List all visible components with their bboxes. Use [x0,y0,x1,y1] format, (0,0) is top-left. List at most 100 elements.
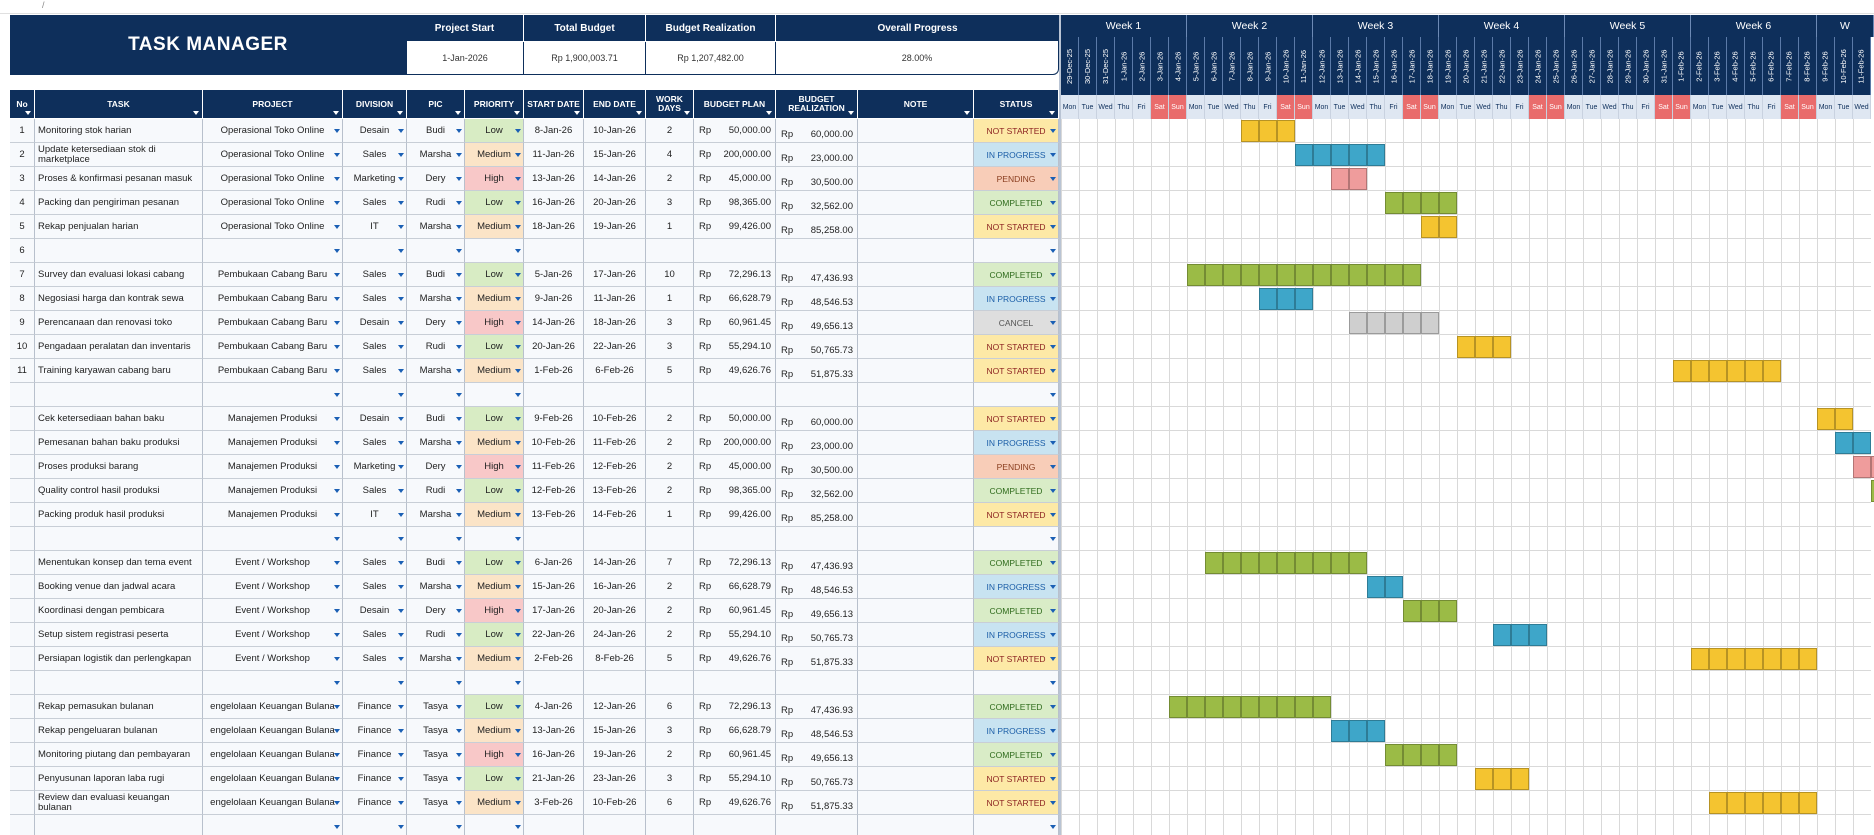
cell-note[interactable] [858,119,974,143]
cell-priority[interactable]: High [465,599,524,623]
cell-note[interactable] [858,743,974,767]
cell-task[interactable]: Setup sistem registrasi peserta [35,623,203,647]
cell-real[interactable]: Rp 23,000.00 [776,431,858,455]
cell-start[interactable] [524,527,584,551]
cell-no[interactable]: 3 [10,167,35,191]
cell-task[interactable]: Negosiasi harga dan kontrak sewa [35,287,203,311]
filter-arrow-icon[interactable] [684,111,690,115]
gantt-bar-cell[interactable] [1241,552,1259,574]
cell-end[interactable]: 23-Jan-26 [584,767,646,791]
gantt-bar-cell[interactable] [1493,336,1511,358]
header-task[interactable]: TASK [35,90,203,118]
cell-end[interactable]: 16-Jan-26 [584,575,646,599]
gantt-bar-cell[interactable] [1745,360,1763,382]
cell-days[interactable]: 3 [646,311,694,335]
cell-pic[interactable]: Marsha [407,575,465,599]
cell-end[interactable]: 20-Jan-26 [584,599,646,623]
cell-priority[interactable]: Medium [465,431,524,455]
cell-priority[interactable]: Low [465,623,524,647]
cell-status[interactable]: NOT STARTED [974,647,1059,671]
cell-days[interactable]: 2 [646,479,694,503]
cell-status[interactable]: IN PROGRESS [974,143,1059,167]
gantt-bar-cell[interactable] [1439,744,1457,766]
cell-plan[interactable]: Rp 55,294.10 [694,767,776,791]
gantt-bar-cell[interactable] [1367,144,1385,166]
cell-real[interactable]: Rp 30,500.00 [776,455,858,479]
cell-status[interactable]: COMPLETED [974,599,1059,623]
cell-pic[interactable]: Marsha [407,359,465,383]
cell-note[interactable] [858,815,974,835]
cell-days[interactable]: 3 [646,335,694,359]
cell-project[interactable]: engelolaan Keuangan Bulana [203,791,343,815]
gantt-bar-cell[interactable] [1691,360,1709,382]
cell-end[interactable] [584,383,646,407]
cell-plan[interactable]: Rp 49,626.76 [694,647,776,671]
gantt-bar-cell[interactable] [1475,768,1493,790]
cell-real[interactable]: Rp 30,500.00 [776,167,858,191]
cell-pic[interactable]: Marsha [407,503,465,527]
cell-division[interactable]: Sales [343,647,407,671]
cell-pic[interactable]: Budi [407,551,465,575]
cell-priority[interactable]: Low [465,695,524,719]
cell-no[interactable] [10,455,35,479]
cell-start[interactable]: 17-Jan-26 [524,599,584,623]
cell-project[interactable]: Operasional Toko Online [203,215,343,239]
gantt-bar-cell[interactable] [1763,360,1781,382]
filter-arrow-icon[interactable] [574,111,580,115]
cell-pic[interactable]: Tasya [407,767,465,791]
cell-project[interactable]: Operasional Toko Online [203,143,343,167]
cell-status[interactable] [974,383,1059,407]
gantt-bar-cell[interactable] [1349,264,1367,286]
gantt-bar-cell[interactable] [1421,192,1439,214]
cell-start[interactable]: 16-Jan-26 [524,191,584,215]
header-no[interactable]: No [10,90,35,118]
cell-days[interactable]: 1 [646,215,694,239]
cell-task[interactable]: Booking venue dan jadwal acara [35,575,203,599]
cell-priority[interactable]: Low [465,263,524,287]
cell-division[interactable]: Finance [343,767,407,791]
cell-pic[interactable]: Budi [407,407,465,431]
gantt-bar-cell[interactable] [1349,720,1367,742]
cell-division[interactable]: Marketing [343,167,407,191]
cell-no[interactable] [10,551,35,575]
header-project[interactable]: PROJECT [203,90,343,118]
cell-real[interactable] [776,239,858,263]
gantt-bar-cell[interactable] [1367,576,1385,598]
filter-arrow-icon[interactable] [766,111,772,115]
cell-start[interactable]: 9-Feb-26 [524,407,584,431]
cell-status[interactable]: IN PROGRESS [974,575,1059,599]
cell-note[interactable] [858,671,974,695]
gantt-bar-cell[interactable] [1727,360,1745,382]
cell-plan[interactable]: Rp 72,296.13 [694,695,776,719]
cell-project[interactable] [203,527,343,551]
cell-days[interactable]: 3 [646,191,694,215]
cell-note[interactable] [858,407,974,431]
cell-division[interactable]: Finance [343,719,407,743]
cell-days[interactable]: 2 [646,455,694,479]
gantt-bar-cell[interactable] [1277,552,1295,574]
cell-division[interactable]: Desain [343,599,407,623]
cell-task[interactable] [35,527,203,551]
cell-task[interactable]: Pengadaan peralatan dan inventaris [35,335,203,359]
cell-priority[interactable]: Medium [465,359,524,383]
cell-note[interactable] [858,215,974,239]
gantt-bar-cell[interactable] [1349,552,1367,574]
cell-task[interactable]: Persiapan logistik dan perlengkapan [35,647,203,671]
gantt-bar-cell[interactable] [1403,600,1421,622]
gantt-bar-cell[interactable] [1349,312,1367,334]
filter-arrow-icon[interactable] [455,111,461,115]
cell-priority[interactable]: Medium [465,791,524,815]
cell-task[interactable]: Menentukan konsep dan tema event [35,551,203,575]
gantt-bar-cell[interactable] [1673,360,1691,382]
cell-days[interactable]: 6 [646,791,694,815]
cell-project[interactable]: Manajemen Produksi [203,431,343,455]
cell-project[interactable]: Event / Workshop [203,575,343,599]
gantt-bar-cell[interactable] [1331,168,1349,190]
cell-task[interactable] [35,383,203,407]
cell-real[interactable]: Rp 51,875.33 [776,359,858,383]
cell-project[interactable] [203,383,343,407]
cell-end[interactable]: 20-Jan-26 [584,191,646,215]
cell-end[interactable]: 10-Jan-26 [584,119,646,143]
cell-task[interactable]: Perencanaan dan renovasi toko [35,311,203,335]
cell-task[interactable]: Koordinasi dengan pembicara [35,599,203,623]
